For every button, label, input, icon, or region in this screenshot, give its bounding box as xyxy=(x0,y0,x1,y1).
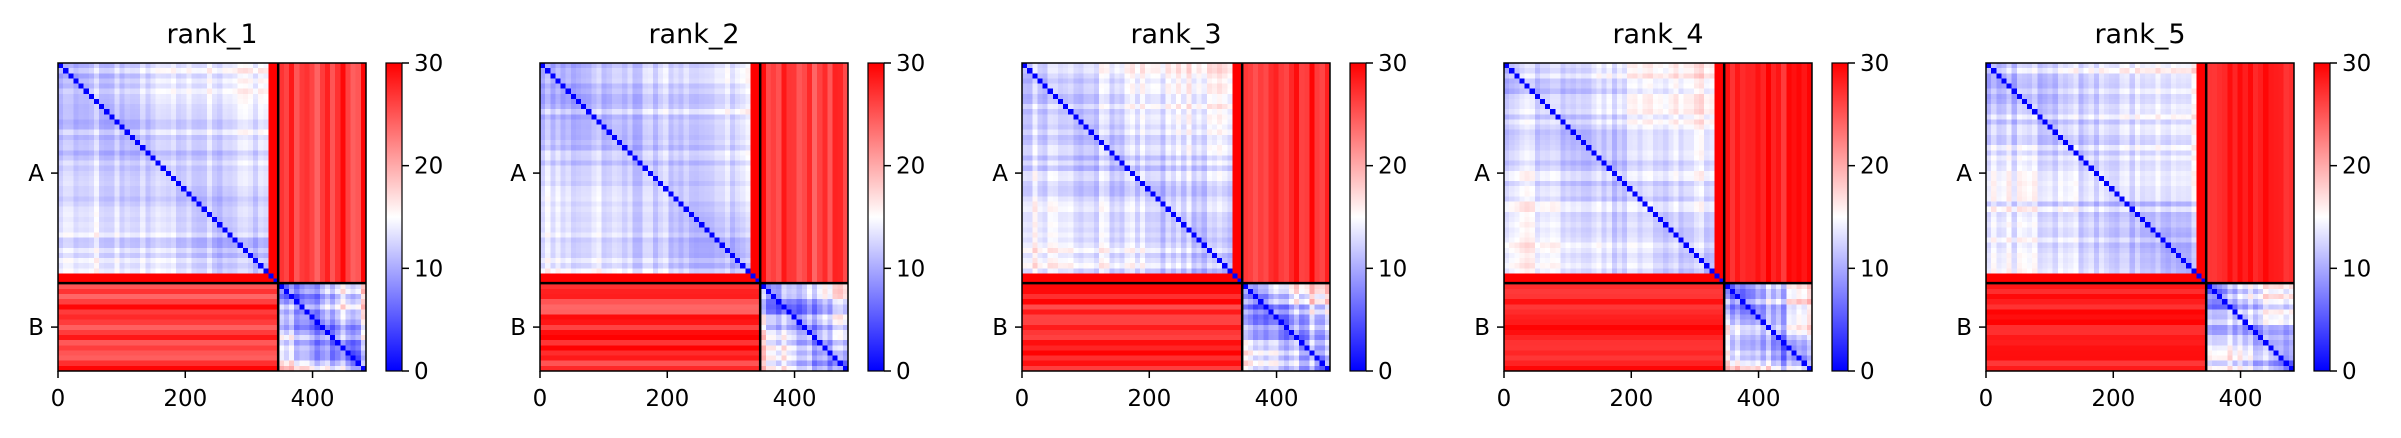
chain-label-A: A xyxy=(1474,161,1490,187)
panel-1: rank_1 0 200 400 A B 0 10 20 30 xyxy=(28,19,443,412)
chain-label-B: B xyxy=(28,315,44,341)
heatmap-cells xyxy=(540,63,849,372)
colorbar xyxy=(2313,62,2331,372)
heatmap-cells xyxy=(1986,63,2295,372)
x-tick-label: 400 xyxy=(1737,386,1781,412)
heatmap-cells xyxy=(1504,63,1813,372)
x-tick-label: 400 xyxy=(291,386,335,412)
chain-label-B: B xyxy=(1474,315,1490,341)
colorbar-tick-label: 30 xyxy=(1860,51,1889,77)
colorbar-tick-label: 20 xyxy=(414,154,443,180)
plot-frame xyxy=(1985,62,2295,372)
colorbar-tick-label: 30 xyxy=(414,51,443,77)
chart-title: rank_4 xyxy=(1612,19,1703,50)
chain-label-A: A xyxy=(1956,161,1972,187)
colorbar-tick-label: 30 xyxy=(2342,51,2371,77)
panel-2: rank_2 0 200 400 A B 0 10 20 30 xyxy=(510,19,925,412)
x-tick-label: 400 xyxy=(773,386,817,412)
colorbar-tick-label: 20 xyxy=(1860,154,1889,180)
x-tick-label: 200 xyxy=(1609,386,1653,412)
colorbar-tick-label: 0 xyxy=(896,359,911,385)
colorbar-tick-label: 30 xyxy=(896,51,925,77)
x-tick-label: 400 xyxy=(1255,386,1299,412)
colorbar xyxy=(385,62,403,372)
colorbar-tick-label: 10 xyxy=(414,256,443,282)
chart-title: rank_1 xyxy=(166,19,257,50)
panel-5: rank_5 0 200 400 A B 0 10 20 30 xyxy=(1956,19,2371,412)
colorbar-tick-label: 30 xyxy=(1378,51,1407,77)
colorbar-tick-label: 10 xyxy=(2342,256,2371,282)
chain-label-A: A xyxy=(992,161,1008,187)
chain-label-B: B xyxy=(1956,315,1972,341)
colorbar-tick-label: 10 xyxy=(896,256,925,282)
colorbar xyxy=(1349,62,1367,372)
colorbar-tick-label: 0 xyxy=(2342,359,2357,385)
colorbar-tick-label: 20 xyxy=(2342,154,2371,180)
colorbar-tick-label: 0 xyxy=(1860,359,1875,385)
x-tick-label: 0 xyxy=(1015,386,1030,412)
plot-frame xyxy=(539,62,849,372)
chain-label-A: A xyxy=(28,161,44,187)
plot-frame xyxy=(1021,62,1331,372)
x-tick-label: 0 xyxy=(51,386,66,412)
colorbar-tick-label: 10 xyxy=(1860,256,1889,282)
colorbar-tick-label: 20 xyxy=(896,154,925,180)
x-tick-label: 0 xyxy=(533,386,548,412)
x-tick-label: 200 xyxy=(1127,386,1171,412)
x-tick-label: 0 xyxy=(1979,386,1994,412)
x-tick-label: 0 xyxy=(1497,386,1512,412)
colorbar xyxy=(867,62,885,372)
colorbar-tick-label: 0 xyxy=(1378,359,1393,385)
chain-label-B: B xyxy=(510,315,526,341)
colorbar xyxy=(1831,62,1849,372)
chain-label-B: B xyxy=(992,315,1008,341)
plot-frame xyxy=(57,62,367,372)
colorbar-tick-label: 20 xyxy=(1378,154,1407,180)
chart-title: rank_2 xyxy=(648,19,739,50)
heatmap-cells xyxy=(1022,63,1331,372)
chain-label-A: A xyxy=(510,161,526,187)
x-tick-label: 400 xyxy=(2219,386,2263,412)
x-tick-label: 200 xyxy=(2091,386,2135,412)
x-tick-label: 200 xyxy=(163,386,207,412)
chart-title: rank_3 xyxy=(1130,19,1221,50)
colorbar-tick-label: 10 xyxy=(1378,256,1407,282)
x-tick-label: 200 xyxy=(645,386,689,412)
heatmap-cells xyxy=(58,63,367,372)
panel-3: rank_3 0 200 400 A B 0 10 20 30 xyxy=(992,19,1407,412)
plot-frame xyxy=(1503,62,1813,372)
panel-4: rank_4 0 200 400 A B 0 10 20 30 xyxy=(1474,19,1889,412)
colorbar-tick-label: 0 xyxy=(414,359,429,385)
chart-title: rank_5 xyxy=(2094,19,2185,50)
